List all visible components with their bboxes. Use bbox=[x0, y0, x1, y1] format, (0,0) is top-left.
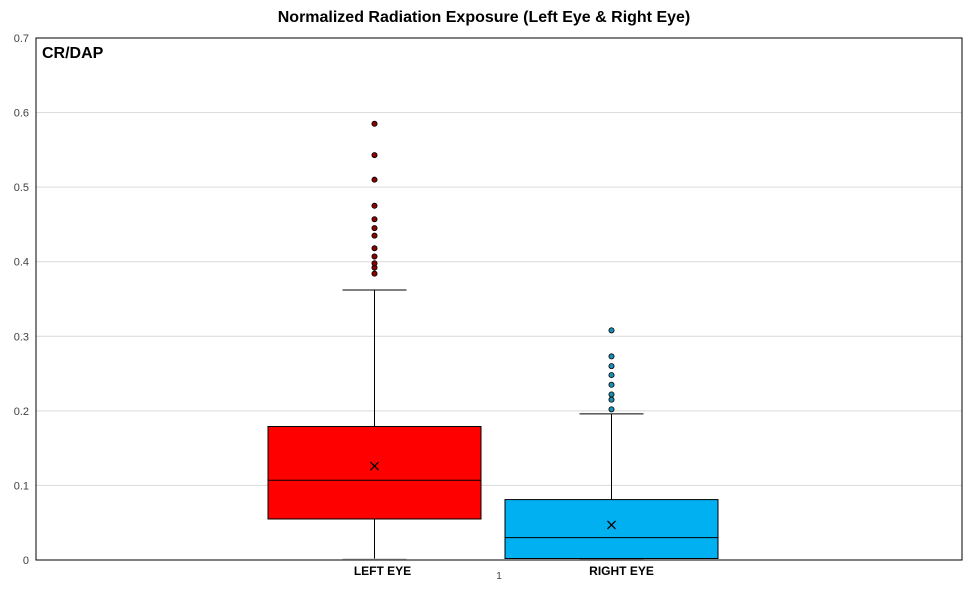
outlier-point bbox=[608, 391, 615, 398]
outlier-point bbox=[371, 253, 378, 260]
outlier-point bbox=[371, 232, 378, 239]
x-category-tick: 1 bbox=[496, 571, 502, 582]
outlier-point bbox=[371, 245, 378, 252]
y-tick-label: 0.3 bbox=[14, 331, 29, 343]
y-tick-label: 0 bbox=[23, 555, 29, 567]
y-tick-label: 0.2 bbox=[14, 406, 29, 418]
outlier-point bbox=[371, 202, 378, 209]
box-iqr bbox=[267, 426, 482, 520]
plot-area-frame bbox=[35, 37, 963, 561]
y-tick-label: 0.4 bbox=[14, 257, 29, 269]
inner-label: CR/DAP bbox=[42, 45, 104, 62]
outlier-point bbox=[371, 225, 378, 232]
x-axis-labels: LEFT EYE RIGHT EYE bbox=[354, 564, 654, 578]
outlier-point bbox=[608, 372, 615, 379]
outlier-point bbox=[608, 327, 615, 334]
outlier-point bbox=[608, 353, 615, 360]
mean-marker bbox=[370, 461, 379, 471]
outlier-point bbox=[371, 120, 378, 127]
x-category-label: LEFT EYE bbox=[354, 564, 411, 578]
y-tick-label: 0.1 bbox=[14, 480, 29, 492]
y-tick-label: 0.5 bbox=[14, 182, 29, 194]
outlier-point bbox=[608, 406, 615, 413]
grid-lines bbox=[36, 112, 962, 486]
y-tick-label: 0.7 bbox=[14, 33, 29, 45]
outlier-point bbox=[371, 260, 378, 267]
outlier-point bbox=[371, 270, 378, 277]
y-axis-ticks: 0 0.1 0.2 0.3 0.4 0.5 0.6 0.7 bbox=[14, 33, 29, 567]
outlier-point bbox=[608, 381, 615, 388]
outlier-point bbox=[608, 363, 615, 370]
box-left-eye bbox=[267, 120, 482, 560]
box-iqr bbox=[504, 499, 719, 560]
box-right-eye bbox=[504, 327, 719, 560]
box-series bbox=[267, 120, 719, 560]
outlier-point bbox=[371, 216, 378, 223]
outlier-point bbox=[371, 152, 378, 159]
x-category-label: RIGHT EYE bbox=[589, 564, 654, 578]
mean-marker bbox=[607, 520, 616, 530]
y-tick-label: 0.6 bbox=[14, 108, 29, 120]
outlier-point bbox=[371, 176, 378, 183]
outlier-point bbox=[608, 396, 615, 403]
chart-title: Normalized Radiation Exposure (Left Eye … bbox=[278, 9, 691, 26]
